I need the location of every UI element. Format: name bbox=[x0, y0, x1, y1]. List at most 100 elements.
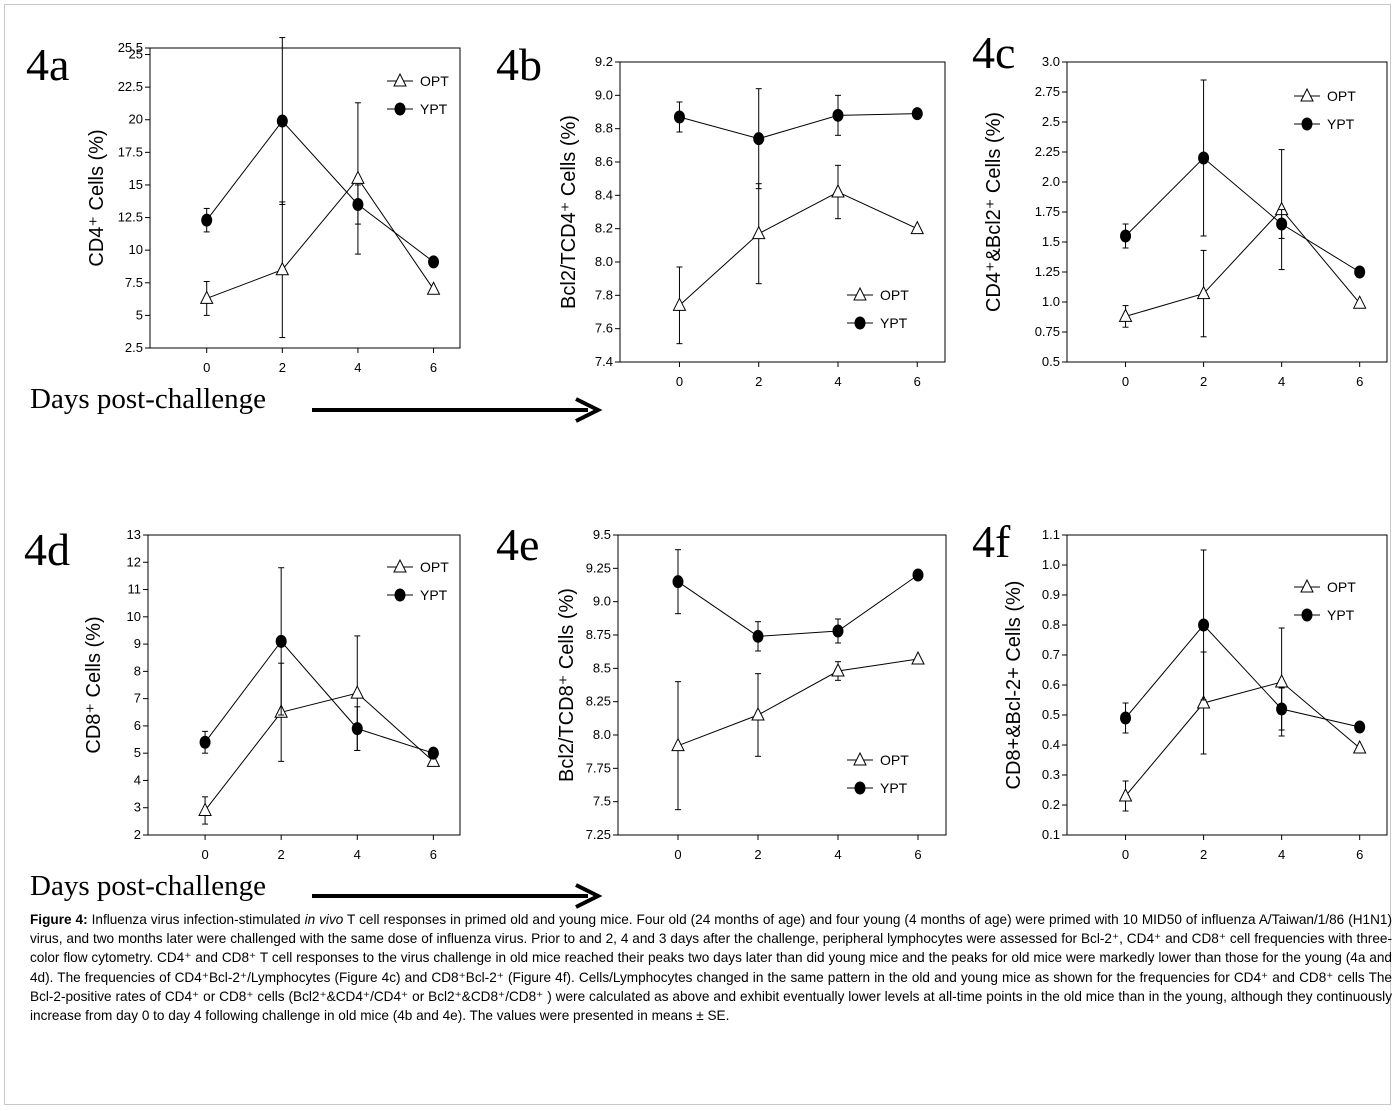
y-tick-label: 7.5 bbox=[125, 275, 143, 290]
data-point-opt bbox=[198, 802, 212, 816]
legend-marker bbox=[853, 286, 867, 301]
y-tick-label: 2.75 bbox=[1035, 84, 1060, 99]
x-tick-label: 2 bbox=[1200, 847, 1207, 862]
panel-label-4c: 4c bbox=[972, 27, 1015, 78]
y-tick-label: 8 bbox=[134, 663, 141, 678]
series-line-ypt bbox=[677, 574, 919, 637]
y-tick-label: 0.3 bbox=[1042, 767, 1060, 782]
x-tick-label: 2 bbox=[1200, 374, 1207, 389]
y-tick-label: 1.0 bbox=[1042, 557, 1060, 572]
series-line-ypt bbox=[679, 113, 918, 140]
x-tick-label: 4 bbox=[1278, 374, 1285, 389]
y-tick-label: 3.0 bbox=[1042, 54, 1060, 69]
chart-4e: 4e 7.25 7.5 7.75 8.0 8.25 8.5 8.75 9.0 9.25 9.5 0 2 4… bbox=[496, 519, 947, 862]
y-tick-label: 0.4 bbox=[1042, 737, 1060, 752]
data-point-opt bbox=[911, 650, 925, 665]
y-tick-label: 22.5 bbox=[118, 79, 143, 94]
data-point-ypt bbox=[275, 634, 287, 648]
series-line-ypt bbox=[1125, 157, 1360, 273]
y-axis-label: CD4⁺&Bcl2⁺ Cells (%) bbox=[983, 112, 1005, 312]
data-point-ypt bbox=[911, 107, 923, 121]
y-tick-label: 8.2 bbox=[595, 221, 613, 236]
data-point-ypt bbox=[1198, 618, 1210, 632]
y-axis-label: Bcl2/TCD4⁺ Cells (%) bbox=[558, 115, 580, 309]
plot-frame bbox=[619, 61, 946, 363]
x-tick-label: 2 bbox=[279, 360, 286, 375]
y-tick-label: 1.5 bbox=[1042, 234, 1060, 249]
x-tick-label: 0 bbox=[201, 847, 208, 862]
y-tick-label: 9.25 bbox=[586, 560, 611, 575]
y-tick-label: 12.5 bbox=[118, 210, 143, 225]
y-tick-label: 4 bbox=[134, 772, 141, 787]
legend-item-ypt: YPT bbox=[1294, 116, 1355, 132]
data-point-ypt bbox=[753, 132, 765, 146]
data-point-ypt bbox=[1276, 217, 1288, 231]
y-tick-label: 3 bbox=[134, 800, 141, 815]
data-point-ypt bbox=[1120, 229, 1132, 243]
x-tick-label: 2 bbox=[278, 847, 285, 862]
legend-item-opt: OPT bbox=[387, 558, 449, 575]
legend-label: YPT bbox=[1327, 116, 1355, 132]
panel-label-4f: 4f bbox=[972, 516, 1011, 567]
y-tick-label: 0.1 bbox=[1042, 827, 1060, 842]
data-point-ypt bbox=[427, 746, 439, 760]
caption-text-1: Influenza virus infection-stimulated bbox=[87, 912, 305, 927]
plot-frame bbox=[149, 47, 461, 349]
y-tick-label: 25 bbox=[129, 47, 143, 62]
y-tick-label: 2.5 bbox=[1042, 114, 1060, 129]
y-tick-label: 1.25 bbox=[1035, 264, 1060, 279]
series-line-opt bbox=[1125, 681, 1361, 797]
legend-label: OPT bbox=[1327, 88, 1356, 104]
x-axis-title-top: Days post-challenge bbox=[30, 383, 266, 415]
data-point-ypt bbox=[832, 624, 844, 638]
y-tick-label: 0.9 bbox=[1042, 587, 1060, 602]
data-point-ypt bbox=[276, 114, 288, 128]
data-point-opt bbox=[426, 753, 441, 767]
chart-4f: 4f 0.1 0.2 0.3 0.4 0.5 0.6 0.7 0.8 0.9 1.0 1.1 0 2 4 6 C… bbox=[972, 516, 1388, 862]
data-point-ypt bbox=[351, 722, 363, 736]
plot-frame bbox=[1066, 61, 1388, 363]
legend-item-opt: OPT bbox=[847, 751, 909, 768]
data-point-opt bbox=[831, 662, 845, 677]
y-tick-label: 8.4 bbox=[595, 187, 613, 202]
legend-marker bbox=[854, 781, 866, 795]
panel-label-4b: 4b bbox=[496, 39, 542, 90]
legend-marker bbox=[1300, 578, 1314, 593]
y-tick-label: 0.8 bbox=[1042, 617, 1060, 632]
x-tick-label: 0 bbox=[1122, 847, 1129, 862]
data-point-ypt bbox=[752, 629, 764, 643]
x-tick-label: 0 bbox=[676, 374, 683, 389]
series-ypt bbox=[1120, 549, 1366, 734]
caption-text-2: T cell responses in primed old and young… bbox=[30, 912, 1393, 1024]
y-tick-label: 5 bbox=[134, 745, 141, 760]
legend-marker bbox=[1301, 117, 1313, 131]
y-tick-label: 7.4 bbox=[595, 354, 613, 369]
y-tick-label: 8.6 bbox=[595, 154, 613, 169]
legend-marker bbox=[1300, 87, 1314, 102]
data-point-opt bbox=[1274, 673, 1289, 688]
panel-label-4e: 4e bbox=[496, 519, 539, 570]
data-point-opt bbox=[1118, 787, 1133, 802]
data-point-opt bbox=[426, 281, 441, 295]
data-point-opt bbox=[199, 290, 214, 304]
series-opt bbox=[1118, 149, 1367, 338]
series-opt bbox=[198, 635, 441, 825]
data-point-ypt bbox=[1198, 151, 1210, 165]
data-point-opt bbox=[1118, 308, 1133, 322]
series-line-opt bbox=[677, 658, 919, 747]
legend-item-ypt: YPT bbox=[847, 315, 908, 331]
plot-frame bbox=[147, 534, 461, 836]
y-tick-label: 2.25 bbox=[1035, 144, 1060, 159]
legend-label: YPT bbox=[880, 780, 908, 796]
series-ypt bbox=[673, 88, 923, 190]
y-tick-label: 15 bbox=[129, 177, 143, 192]
y-tick-label: 11 bbox=[128, 582, 142, 597]
legend-label: OPT bbox=[420, 73, 449, 89]
data-point-opt bbox=[275, 261, 290, 276]
data-point-ypt bbox=[673, 110, 685, 124]
y-tick-label: 2.5 bbox=[125, 340, 143, 355]
y-tick-label: 12 bbox=[127, 554, 141, 569]
series-ypt bbox=[1120, 79, 1366, 279]
y-tick-label: 9.2 bbox=[595, 54, 613, 69]
